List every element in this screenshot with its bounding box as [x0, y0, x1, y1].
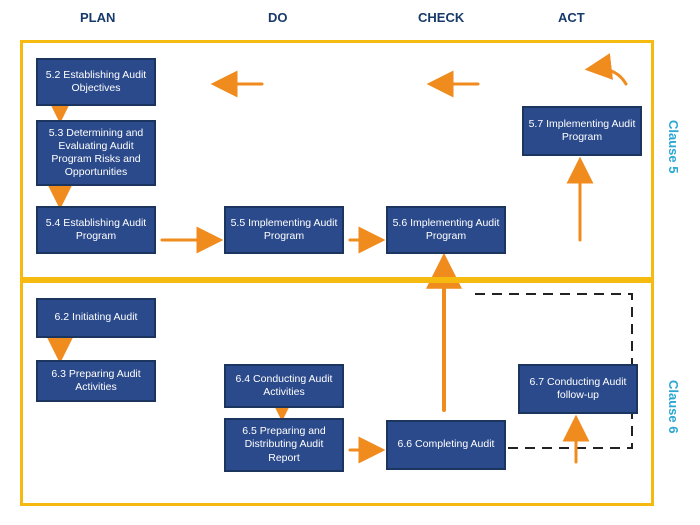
col-header-do: DO — [268, 10, 288, 25]
node-n54: 5.4 Establishing Audit Program — [36, 206, 156, 254]
side-label-0: Clause 5 — [666, 120, 681, 173]
node-n57: 5.7 Implementing Audit Program — [522, 106, 642, 156]
col-header-plan: PLAN — [80, 10, 115, 25]
col-header-act: ACT — [558, 10, 585, 25]
node-n62: 6.2 Initiating Audit — [36, 298, 156, 338]
node-n67: 6.7 Conducting Audit follow-up — [518, 364, 638, 414]
node-n52: 5.2 Establishing Audit Objectives — [36, 58, 156, 106]
col-header-check: CHECK — [418, 10, 464, 25]
node-n53: 5.3 Determining and Evaluating Audit Pro… — [36, 120, 156, 186]
node-n64: 6.4 Conducting Audit Activities — [224, 364, 344, 408]
node-n55: 5.5 Implementing Audit Program — [224, 206, 344, 254]
node-n63: 6.3 Preparing Audit Activities — [36, 360, 156, 402]
node-n66: 6.6 Completing Audit — [386, 420, 506, 470]
node-n65: 6.5 Preparing and Distributing Audit Rep… — [224, 418, 344, 472]
node-n56: 5.6 Implementing Audit Program — [386, 206, 506, 254]
side-label-1: Clause 6 — [666, 380, 681, 433]
